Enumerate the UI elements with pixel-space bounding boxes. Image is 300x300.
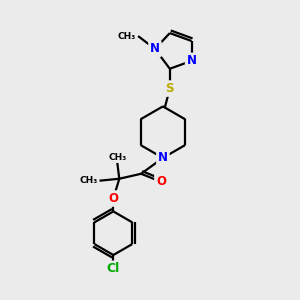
- Text: O: O: [108, 192, 118, 205]
- Text: O: O: [156, 175, 166, 188]
- Text: CH₃: CH₃: [118, 32, 136, 40]
- Text: N: N: [150, 42, 160, 56]
- Text: S: S: [166, 82, 174, 95]
- Text: N: N: [158, 152, 168, 164]
- Text: N: N: [187, 54, 196, 67]
- Text: CH₃: CH₃: [108, 153, 126, 162]
- Text: CH₃: CH₃: [79, 176, 98, 185]
- Text: Cl: Cl: [107, 262, 120, 275]
